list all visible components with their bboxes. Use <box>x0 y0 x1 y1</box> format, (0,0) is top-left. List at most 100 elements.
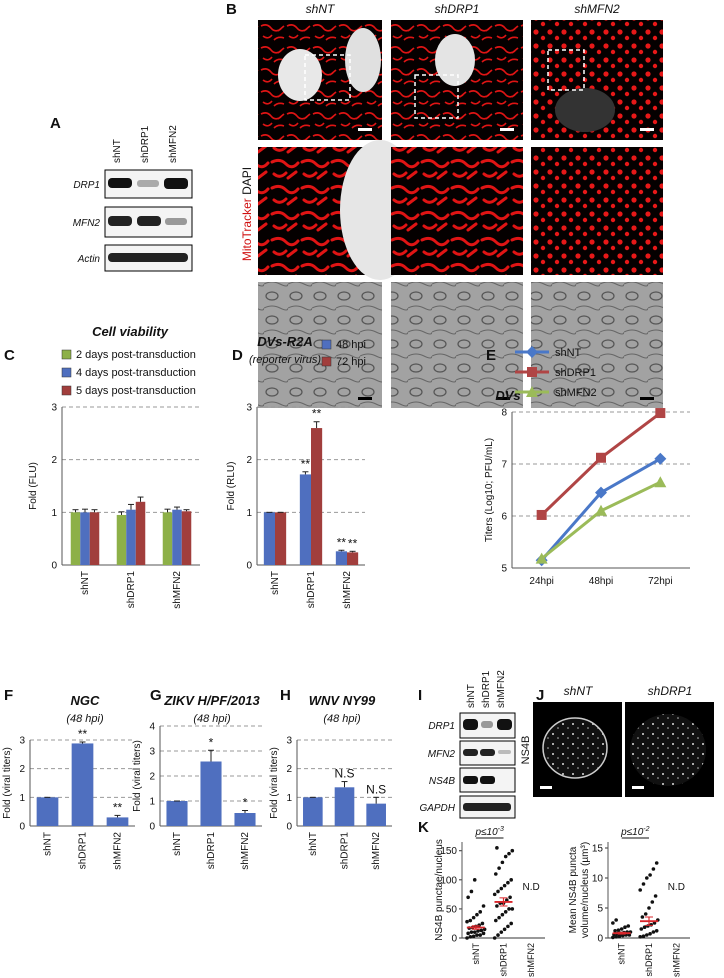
y-tick-label: 3 <box>19 736 25 747</box>
error-bar <box>208 749 214 762</box>
error-bar <box>349 550 356 553</box>
y-axis-label: Fold (viral titers) <box>132 740 143 812</box>
data-point <box>500 912 505 917</box>
data-point <box>506 880 510 885</box>
error-bar <box>82 508 88 513</box>
x-tick-label: shDRP1 <box>306 571 317 609</box>
lane-label: shDRP1 <box>140 125 151 163</box>
y-axis-label: Fold (viral titers) <box>2 747 13 819</box>
em-image <box>531 282 663 408</box>
legend-label: 2 days post-transduction <box>76 349 196 361</box>
bar <box>106 817 129 826</box>
data-point <box>466 931 470 936</box>
x-tick-label: shMFN2 <box>526 943 536 977</box>
panel-label: I <box>418 687 422 704</box>
band <box>463 719 478 730</box>
significance-label: N.S <box>366 782 386 796</box>
y-tick-label: 2 <box>286 764 292 775</box>
data-point <box>479 928 484 933</box>
chart-title: DVs-R2A <box>257 334 313 349</box>
data-point <box>617 934 622 938</box>
y-tick-label: 7 <box>501 460 507 471</box>
bar <box>311 428 323 565</box>
data-point <box>509 921 513 926</box>
bar <box>275 512 287 565</box>
error-bar <box>128 503 134 510</box>
error-bar <box>302 471 309 475</box>
y-axis-label: Fold (FLU) <box>28 462 39 510</box>
band <box>137 180 159 187</box>
data-point <box>620 933 625 938</box>
sem-bar <box>499 897 508 907</box>
data-point <box>614 918 618 922</box>
legend-label: 72 hpi <box>336 356 366 368</box>
error-bar <box>313 421 320 429</box>
x-tick-label: shNT <box>172 832 183 856</box>
panel-label: F <box>4 687 13 704</box>
bar <box>162 512 173 565</box>
data-point <box>611 935 615 940</box>
em-image <box>391 282 523 408</box>
x-tick-label: shNT <box>43 832 54 856</box>
data-point <box>647 906 651 910</box>
microscopy-panel-b: shNT shDRP1 shMFN2 MitoTracker DAPI <box>240 2 663 408</box>
error-bar <box>114 814 121 818</box>
data-point <box>478 933 483 937</box>
row-label: NS4B <box>429 776 455 787</box>
scale-bar <box>640 128 654 131</box>
lane-label: shMFN2 <box>168 125 179 163</box>
band <box>108 178 132 188</box>
data-point <box>502 927 507 932</box>
data-point <box>472 930 477 934</box>
panel-label: G <box>150 687 162 704</box>
image <box>391 147 523 275</box>
data-point <box>478 910 483 914</box>
y-tick-label: 4 <box>149 722 155 733</box>
data-point <box>649 923 653 927</box>
data-point <box>475 933 479 937</box>
scale-bar <box>540 786 552 789</box>
scale-bar <box>632 786 644 789</box>
x-tick-label: 72hpi <box>648 576 672 587</box>
y-tick-label: 0 <box>286 822 292 833</box>
data-point <box>650 900 655 904</box>
row-label: GAPDH <box>419 803 455 814</box>
data-point <box>614 935 618 939</box>
data-point <box>508 895 512 900</box>
legend-swatch <box>61 349 72 360</box>
error-bar <box>373 796 380 804</box>
legend-label: 48 hpi <box>336 339 366 351</box>
data-point <box>619 927 624 931</box>
band <box>481 721 493 728</box>
x-tick-label: shDRP1 <box>644 943 654 977</box>
data-point <box>645 933 649 937</box>
row-label: MFN2 <box>428 749 456 760</box>
data-point <box>623 925 627 929</box>
error-bar <box>91 509 98 513</box>
data-point <box>503 854 508 859</box>
y-tick-label: 3 <box>286 736 292 747</box>
zoom-box <box>304 54 351 101</box>
nucleus <box>435 34 475 86</box>
bar <box>126 509 136 565</box>
lane-label: shDRP1 <box>481 670 492 708</box>
data-point <box>641 934 646 938</box>
band <box>164 178 188 189</box>
y-tick-label: 0 <box>19 822 25 833</box>
x-tick-label: shDRP1 <box>78 832 89 870</box>
legend-marker <box>526 386 538 397</box>
y-tick-label: 2 <box>19 764 25 775</box>
data-point <box>497 866 501 870</box>
data-point <box>496 933 500 937</box>
data-point <box>496 889 500 894</box>
point <box>654 476 667 488</box>
error-bar <box>164 508 171 513</box>
y-tick-label: 1 <box>19 793 25 804</box>
chart-title: Cell viability <box>92 324 169 339</box>
data-point <box>648 932 652 936</box>
data-point <box>645 876 649 880</box>
p-value-label: p≤10-3 <box>474 826 504 838</box>
nucleus <box>555 88 615 132</box>
y-tick-label: 2 <box>246 455 252 466</box>
